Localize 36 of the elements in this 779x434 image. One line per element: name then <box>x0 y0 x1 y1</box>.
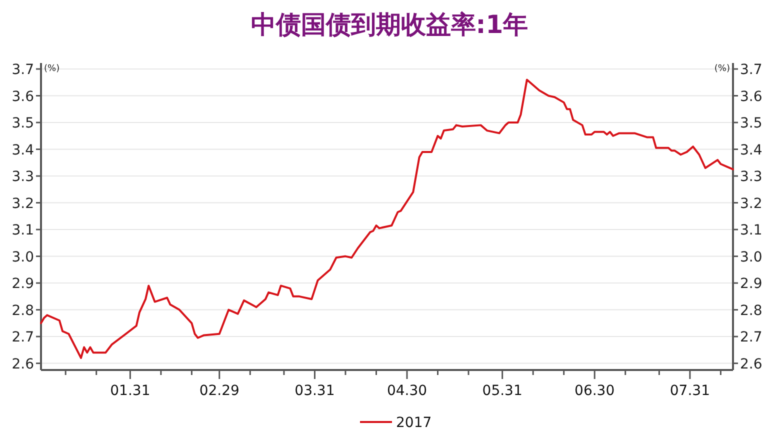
y2-tick-label: 3.0 <box>740 249 762 266</box>
y-tick-label: 2.8 <box>12 302 34 319</box>
y2-tick-label: 2.6 <box>740 356 762 372</box>
y2-tick-label: 3.2 <box>740 196 762 212</box>
y-tick-label: 3.2 <box>12 196 34 212</box>
y-tick-label: 3.6 <box>12 88 34 105</box>
x-tick-label: 05.31 <box>482 383 522 399</box>
chart-title: 中债国债到期收益率:1年 <box>250 10 528 39</box>
y2-tick-label: 2.8 <box>740 302 762 319</box>
y2-tick-label: 3.6 <box>740 88 762 105</box>
y-tick-label: 3.1 <box>12 222 34 239</box>
x-tick-label: 02.29 <box>199 383 240 399</box>
y2-tick-label: 2.9 <box>740 276 762 292</box>
y2-tick-label: 3.3 <box>740 169 762 186</box>
y2-tick-label: 3.5 <box>740 116 762 132</box>
y2-axis-title: (%) <box>714 64 730 74</box>
y-tick-label: 2.6 <box>12 356 34 372</box>
y-tick-label: 2.7 <box>12 330 34 346</box>
x-tick-label: 03.31 <box>294 383 335 399</box>
y-axis-title: (%) <box>44 64 60 74</box>
y-tick-label: 3.5 <box>12 116 34 132</box>
y2-tick-label: 3.7 <box>740 62 762 78</box>
y2-tick-label: 3.1 <box>740 222 762 239</box>
y-tick-label: 2.9 <box>12 276 34 292</box>
legend-label: 2017 <box>396 415 432 431</box>
y-tick-label: 3.7 <box>12 62 34 78</box>
x-tick-label: 07.31 <box>670 383 710 399</box>
x-tick-label: 06.30 <box>574 383 615 399</box>
y-tick-label: 3.0 <box>12 249 34 266</box>
x-tick-label: 04.30 <box>386 383 428 399</box>
y-tick-label: 3.4 <box>12 142 34 158</box>
y-tick-label: 3.3 <box>12 169 34 186</box>
x-tick-label: 01.31 <box>110 383 150 399</box>
legend: 2017 <box>360 415 432 431</box>
y2-tick-label: 2.7 <box>740 330 762 346</box>
y2-tick-label: 3.4 <box>740 142 762 158</box>
